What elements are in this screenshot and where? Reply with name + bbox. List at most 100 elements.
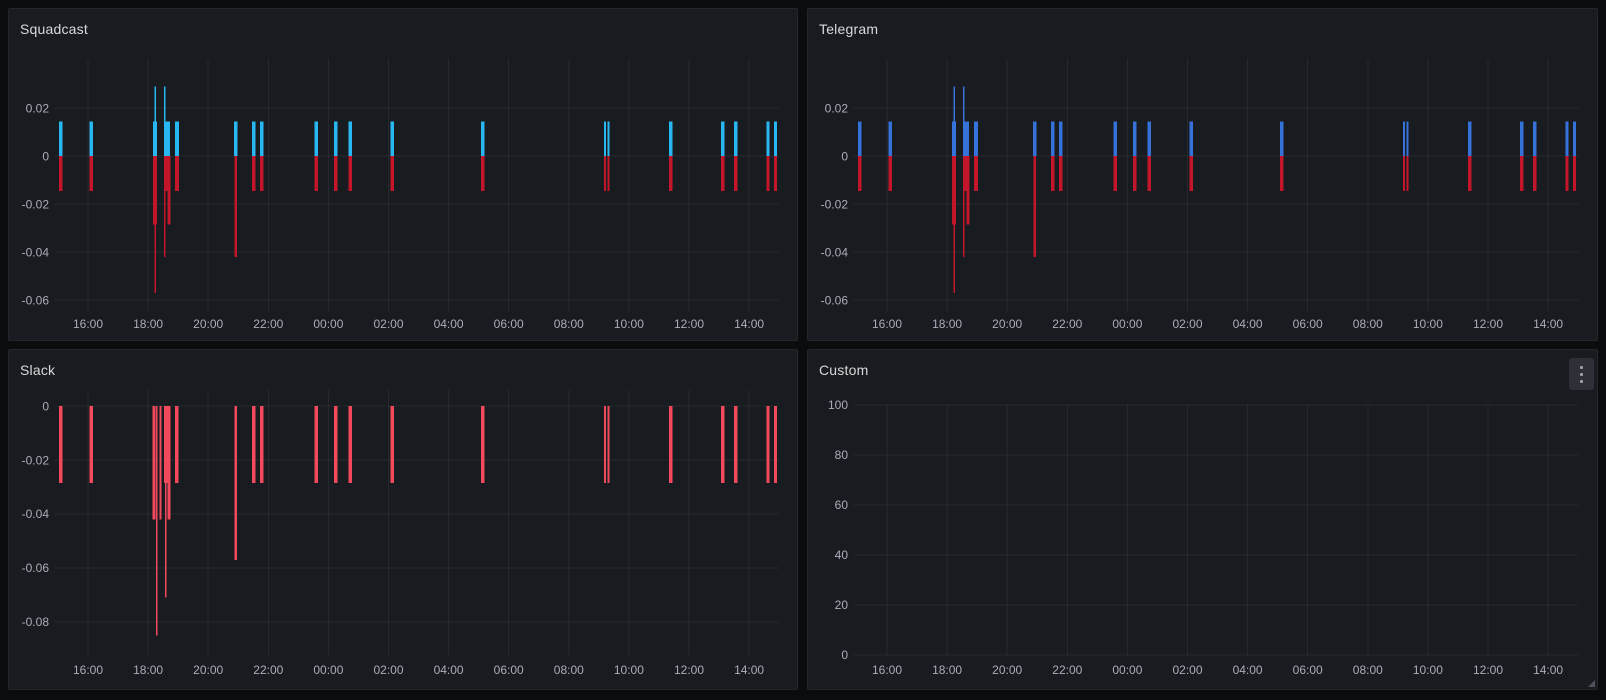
bar-negative — [260, 156, 264, 191]
bar-negative — [973, 156, 978, 191]
x-tick-label: 02:00 — [373, 663, 403, 677]
x-tick-label: 02:00 — [1172, 663, 1202, 677]
x-tick-label: 20:00 — [193, 663, 223, 677]
x-tick-label: 16:00 — [872, 317, 902, 331]
bar-negative — [721, 406, 725, 484]
chart-canvas-squadcast[interactable]: 16:00 18:00 20:00 22:00 00:00 02:00 04:00 06:00… — [9, 9, 797, 340]
panel-title-slack[interactable]: Slack — [20, 362, 56, 378]
y-tick-label: 40 — [835, 548, 849, 562]
chart-canvas-slack[interactable]: 16:00 18:00 20:00 22:00 00:00 02:00 04:00 06:00… — [9, 350, 797, 689]
bar-negative — [89, 406, 93, 484]
bar-negative — [1059, 156, 1063, 191]
bar-positive — [888, 121, 892, 157]
x-tick-label: 08:00 — [554, 663, 584, 677]
bar-negative — [314, 156, 318, 191]
x-tick-label: 16:00 — [73, 663, 103, 677]
bar-negative — [334, 156, 338, 191]
y-tick-label: -0.04 — [821, 245, 849, 259]
axis-labels: 16:00 18:00 20:00 22:00 00:00 02:00 04:00 06:00… — [22, 101, 765, 330]
bar-positive — [164, 86, 166, 157]
x-tick-label: 16:00 — [872, 663, 902, 677]
bar-negative — [1468, 156, 1472, 191]
bar-positive — [607, 121, 610, 157]
panel-squadcast: Squadcast 16:00 18:00 20:00 22:00 00:00 02:00… — [8, 8, 798, 341]
x-tick-label: 00:00 — [1112, 317, 1142, 331]
bar-negative — [1113, 156, 1117, 191]
bar-positive — [59, 121, 63, 157]
bar-negative — [963, 156, 965, 257]
bar-negative — [154, 156, 156, 293]
y-tick-label: 0 — [841, 648, 848, 662]
bars — [59, 406, 778, 636]
y-tick-label: -0.02 — [821, 197, 849, 211]
bar-negative — [1573, 156, 1577, 191]
y-tick-label: -0.04 — [22, 245, 50, 259]
x-tick-label: 00:00 — [1112, 663, 1142, 677]
bar-positive — [1113, 121, 1117, 157]
bar-positive — [89, 121, 93, 157]
x-tick-label: 20:00 — [992, 663, 1022, 677]
bar-negative — [175, 406, 179, 484]
x-tick-label: 06:00 — [1293, 317, 1323, 331]
x-tick-label: 22:00 — [1052, 663, 1082, 677]
bar-negative — [174, 156, 179, 191]
bar-positive — [1147, 121, 1151, 157]
bar-positive — [314, 121, 318, 157]
bar-negative — [1033, 156, 1037, 257]
kebab-icon — [1580, 365, 1583, 383]
bar-positive — [1189, 121, 1193, 157]
bar-negative — [603, 156, 606, 191]
chart-canvas-telegram[interactable]: 16:00 18:00 20:00 22:00 00:00 02:00 04:00 06:00… — [808, 9, 1597, 340]
panel-menu-button[interactable] — [1569, 358, 1594, 390]
axis-labels: 16:00 18:00 20:00 22:00 00:00 02:00 04:00 06:00… — [828, 398, 1563, 677]
chart-canvas-custom[interactable]: 16:00 18:00 20:00 22:00 00:00 02:00 04:00 06:00… — [808, 350, 1597, 689]
bar-negative — [669, 156, 673, 191]
bar-positive — [164, 121, 171, 157]
x-tick-label: 02:00 — [1172, 317, 1202, 331]
bar-positive — [669, 121, 673, 157]
bar-negative — [721, 156, 725, 191]
x-tick-label: 12:00 — [1473, 317, 1503, 331]
x-tick-label: 10:00 — [614, 317, 644, 331]
bar-negative — [234, 406, 238, 560]
bar-negative — [1533, 156, 1537, 191]
bar-negative — [164, 406, 171, 484]
panel-title-telegram[interactable]: Telegram — [819, 21, 879, 37]
bar-positive — [1468, 121, 1472, 157]
panel-resize-handle[interactable] — [1588, 680, 1595, 687]
bar-positive — [390, 121, 394, 157]
x-tick-label: 10:00 — [1413, 663, 1443, 677]
bar-negative — [314, 406, 318, 484]
panel-telegram: Telegram 16:00 18:00 20:00 22:00 00:00 02:00 0… — [807, 8, 1598, 341]
panel-title-squadcast[interactable]: Squadcast — [20, 21, 88, 37]
x-tick-label: 22:00 — [1052, 317, 1082, 331]
bar-positive — [1033, 121, 1037, 157]
bar-positive — [154, 86, 156, 157]
bar-negative — [1280, 156, 1284, 191]
bar-positive — [252, 121, 256, 157]
y-tick-label: 0 — [42, 149, 49, 163]
panel-slack: Slack 16:00 18:00 20:00 22:00 00:00 02:00 04:0… — [8, 349, 798, 690]
x-tick-label: 06:00 — [494, 317, 524, 331]
bar-positive — [1133, 121, 1137, 157]
bar-positive — [1533, 121, 1537, 157]
gridlines — [55, 390, 779, 655]
bar-positive — [766, 121, 770, 157]
panel-title-custom[interactable]: Custom — [819, 362, 869, 378]
bar-negative — [348, 156, 352, 191]
bar-negative — [774, 406, 778, 484]
bar-negative — [164, 156, 171, 191]
bar-negative — [1402, 156, 1405, 191]
bar-positive — [348, 121, 352, 157]
bar-negative — [164, 156, 166, 257]
bar-negative — [1051, 156, 1055, 191]
bar-negative — [669, 406, 673, 484]
bar-negative — [59, 406, 63, 484]
bar-positive — [1573, 121, 1577, 157]
bar-negative — [481, 406, 485, 484]
y-tick-label: -0.06 — [821, 293, 849, 307]
x-tick-label: 12:00 — [674, 663, 704, 677]
bar-negative — [766, 156, 770, 191]
bar-negative — [607, 156, 610, 191]
